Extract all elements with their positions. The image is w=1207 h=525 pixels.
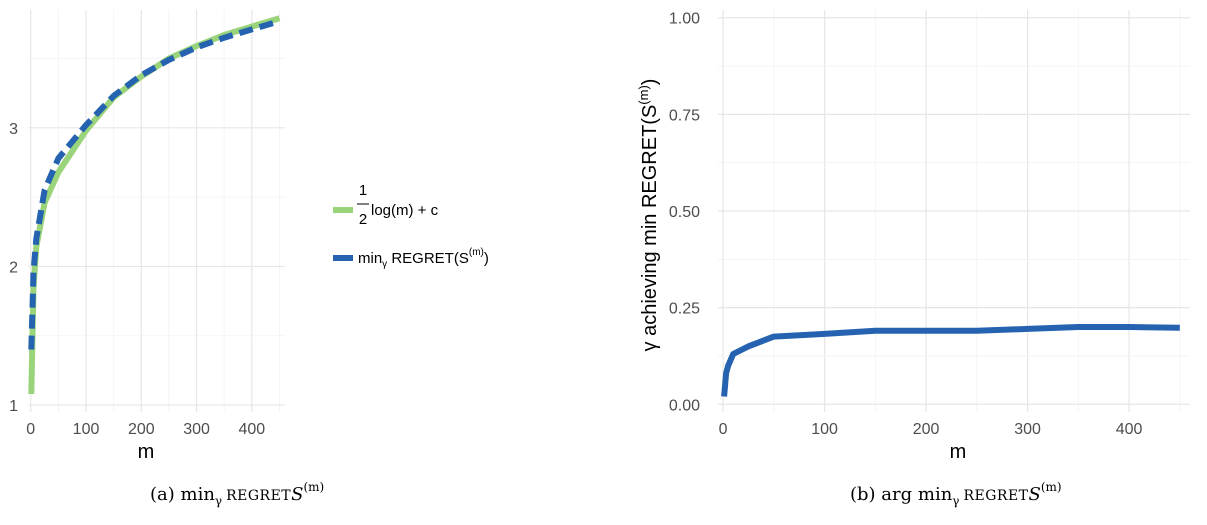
panel-b-y-axis-title: γ achieving min REGRET(S(m)) <box>636 79 661 352</box>
panel-a-x-tick-label: 0 <box>26 421 35 438</box>
panel-a-y-tick-label: 2 <box>9 259 18 276</box>
legend-label-series-1: log(m) + c <box>371 202 439 219</box>
caption-b-sup: (m) <box>1041 480 1062 494</box>
panel-b-x-tick-label: 200 <box>913 421 940 438</box>
caption-a-word: REGRET <box>226 488 291 504</box>
panel-b-x-tick-label: 400 <box>1116 421 1143 438</box>
panel-b-ticks: 0 100 200 300 400 0.00 0.25 0.50 0.75 1.00 <box>669 11 1143 438</box>
legend-series-2-end: ) <box>484 250 489 267</box>
caption-a-prefix: (a) min <box>150 484 215 505</box>
panel-b-x-tick-label: 0 <box>719 421 728 438</box>
legend: 1 2 log(m) + c minγ REGRET(S(m)) <box>333 182 489 270</box>
panel-b-y-axis-title-end: ) <box>639 79 661 86</box>
panel-b-series-1-line <box>721 324 1180 397</box>
panel-b-y-tick-label: 0.25 <box>669 301 700 318</box>
panel-b-x-tick-label: 100 <box>811 421 838 438</box>
panel-b-y-tick-label: 0.50 <box>669 204 700 221</box>
legend-fraction-numerator: 1 <box>359 182 367 199</box>
panel-b-y-tick-label: 1.00 <box>669 11 700 28</box>
caption-b-var: S <box>1029 484 1041 505</box>
panel-b-x-axis-title: m <box>950 441 967 463</box>
panel-a-series-2-line <box>28 18 281 350</box>
panel-a-x-tick-label: 100 <box>73 421 100 438</box>
caption-a-var: S <box>291 484 303 505</box>
panel-b-y-tick-label: 0.75 <box>669 107 700 124</box>
panel-b-grid <box>718 10 1190 412</box>
legend-series-2-min: min <box>358 250 382 267</box>
panel-a-grid <box>28 10 285 412</box>
panel-b-x-tick-label: 300 <box>1014 421 1041 438</box>
caption-a-sup: (m) <box>303 480 324 494</box>
caption-b: (b) arg minγ REGRETS(m) <box>850 480 1062 508</box>
caption-b-sub: γ <box>952 494 959 508</box>
legend-label-series-2: minγ REGRET(S(m)) <box>358 247 489 270</box>
legend-series-2-mid: REGRET(S <box>387 250 469 267</box>
caption-a-sub: γ <box>215 494 222 508</box>
caption-b-prefix: (b) arg min <box>850 484 953 505</box>
panel-a-x-axis-title: m <box>138 441 155 463</box>
panel-a-x-tick-label: 400 <box>238 421 265 438</box>
panel-a-ticks: 0 100 200 300 400 1 2 3 <box>9 121 265 438</box>
panel-b-y-tick-label: 0.00 <box>669 397 700 414</box>
panel-a-x-tick-label: 200 <box>128 421 155 438</box>
legend-series-2-sup: (m) <box>469 247 484 258</box>
panel-a-y-tick-label: 3 <box>9 121 18 138</box>
legend-series-2-sub: γ <box>382 259 387 270</box>
panel-b-lines <box>721 324 1180 397</box>
legend-fraction-denominator: 2 <box>359 211 367 228</box>
panel-b: 0 100 200 300 400 0.00 0.25 0.50 0.75 1.00 m γ ac… <box>636 10 1190 508</box>
panel-a-lines <box>28 15 281 395</box>
panel-a-y-tick-label: 1 <box>9 398 18 415</box>
caption-a: (a) minγ REGRETS(m) <box>150 480 324 508</box>
caption-b-word: REGRET <box>963 488 1028 504</box>
panel-b-y-axis-title-sup: (m) <box>636 85 651 105</box>
panel-b-y-axis-title-main: γ achieving min REGRET(S <box>639 105 661 352</box>
panel-a-x-tick-label: 300 <box>183 421 210 438</box>
panel-a-series-1-line <box>28 15 281 395</box>
